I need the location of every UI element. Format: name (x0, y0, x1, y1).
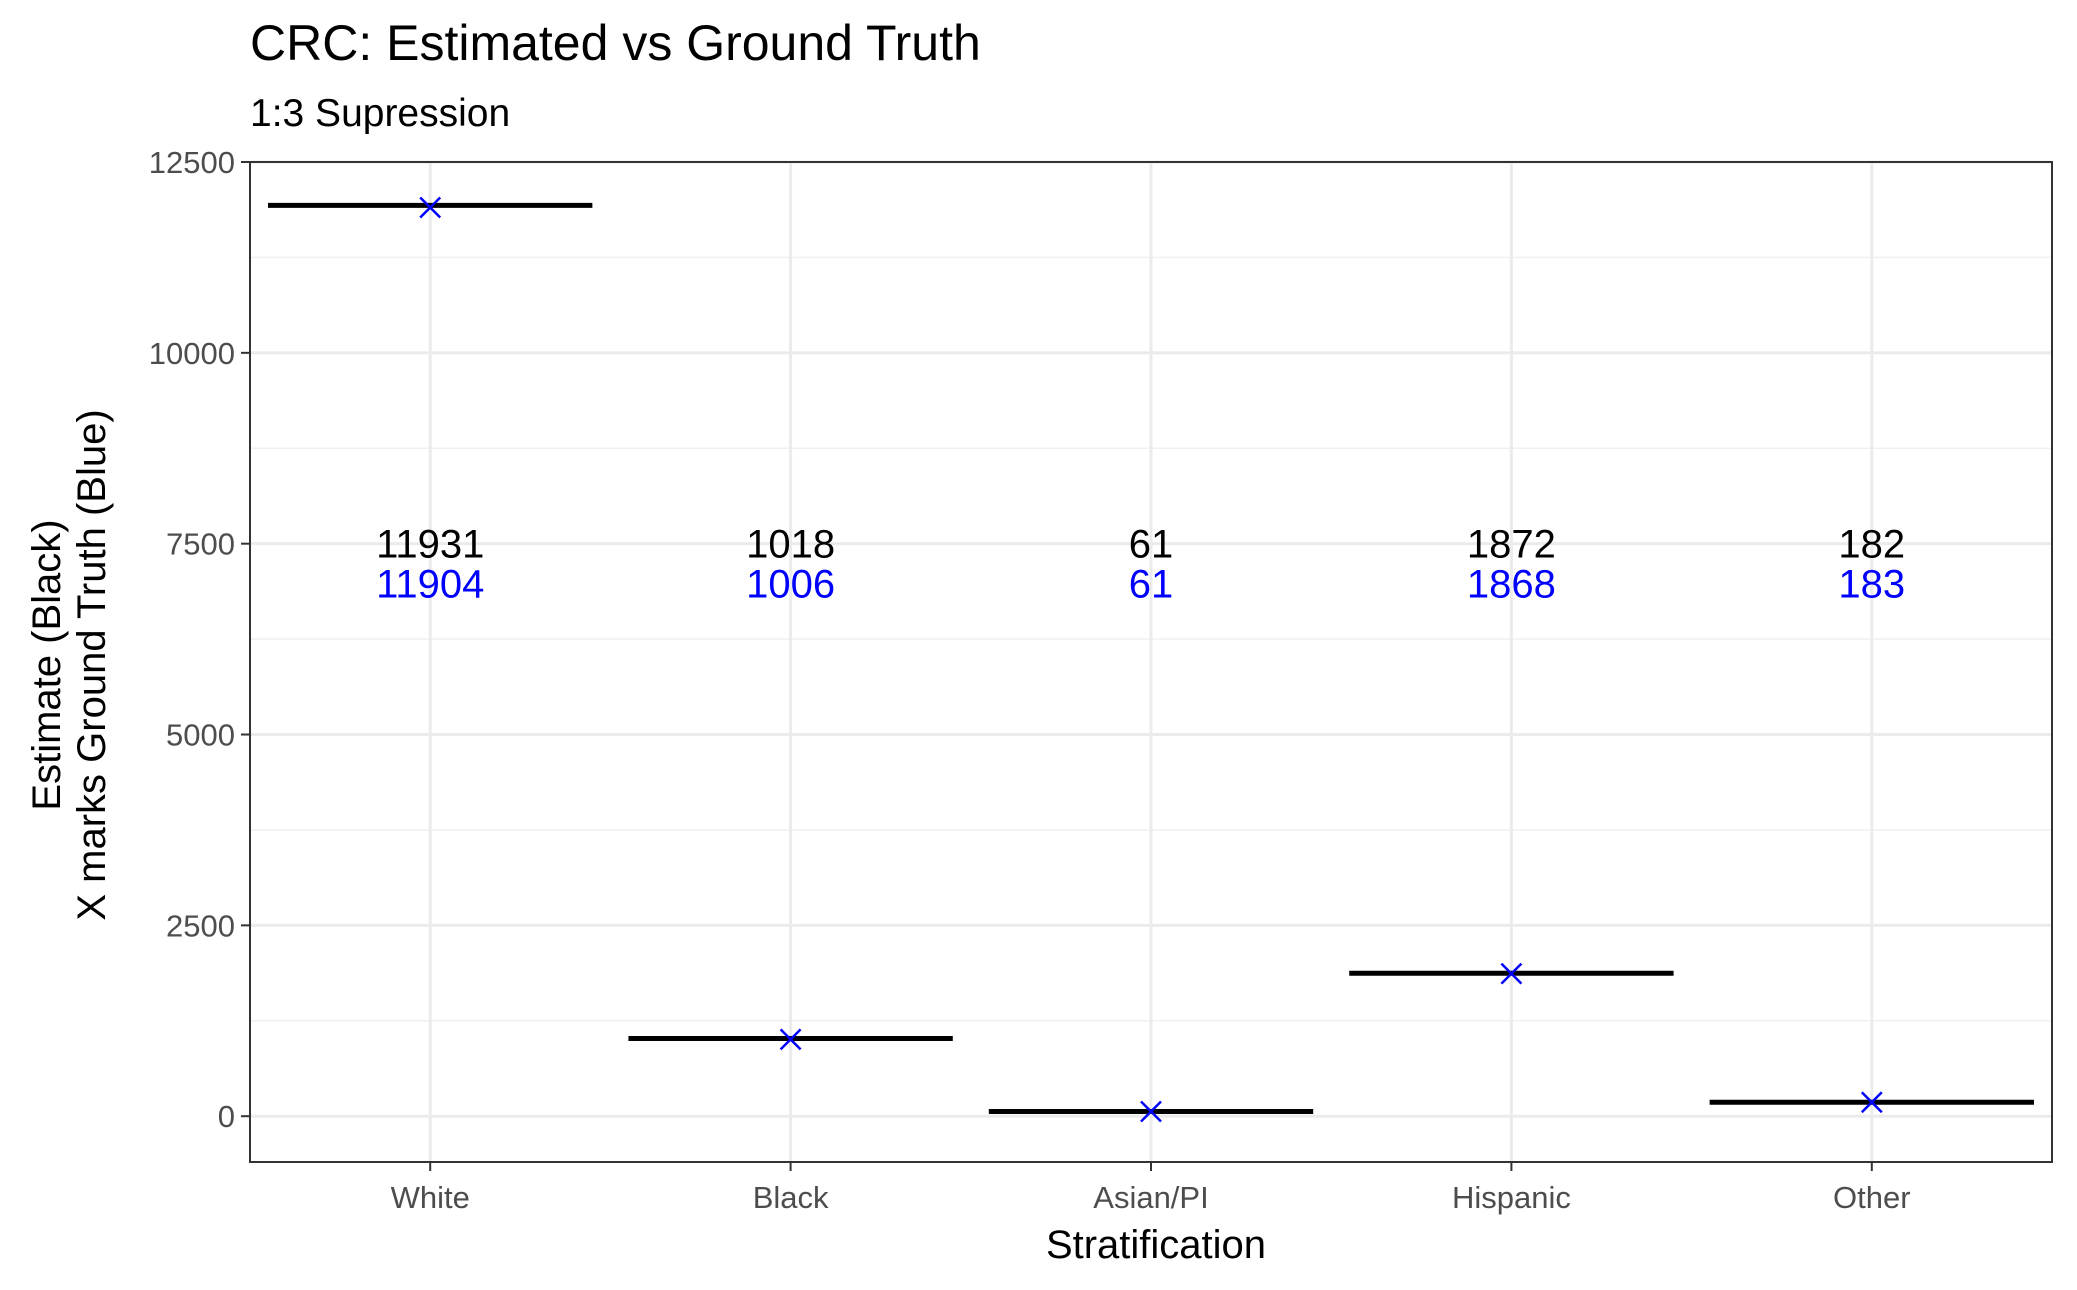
truth-value-label: 1006 (746, 563, 835, 607)
y-tick-label: 0 (218, 1099, 235, 1134)
truth-value-label: 11904 (376, 563, 484, 607)
chart-subtitle: 1:3 Supression (250, 92, 510, 135)
truth-value-label: 183 (1838, 563, 1905, 607)
ground-truth-x-marker (419, 196, 442, 219)
ground-truth-x-stroke (1140, 1100, 1162, 1123)
y-tick-label: 10000 (149, 336, 235, 371)
estimate-value-label: 61 (1129, 523, 1174, 567)
ground-truth-x-marker (1140, 1100, 1162, 1123)
estimate-value-label: 11931 (376, 523, 484, 567)
estimate-value-label: 1018 (746, 523, 835, 567)
y-axis: 0 2500 5000 7500 10000 12500 (149, 145, 250, 1134)
x-axis: White Black Asian/PI Hispanic Other (391, 1162, 1911, 1215)
data-labels: 11931 1018 61 1872 182 11904 1006 61 1868 183 (376, 523, 1905, 607)
y-tick-label: 5000 (166, 718, 235, 753)
estimate-value-label: 182 (1838, 523, 1905, 567)
y-tick-label: 2500 (166, 908, 235, 943)
x-tick-label: Black (753, 1180, 829, 1215)
x-axis-title: Stratification (1046, 1223, 1266, 1267)
chart-title: CRC: Estimated vs Ground Truth (250, 15, 981, 71)
grid-lines (250, 160, 2052, 1162)
ground-truth-x-marker (1860, 1091, 1883, 1114)
y-tick-label: 7500 (166, 527, 235, 562)
y-axis-title-line2: X marks Ground Truth (Blue) (70, 409, 114, 920)
ground-truth-x-marker (1500, 962, 1523, 985)
x-tick-label: Other (1833, 1180, 1911, 1215)
truth-value-label: 1868 (1467, 563, 1556, 607)
truth-value-label: 61 (1129, 563, 1174, 607)
x-tick-label: Hispanic (1452, 1180, 1571, 1215)
ground-truth-x-stroke (1500, 962, 1523, 985)
ground-truth-x-stroke (779, 1028, 802, 1051)
x-tick-label: White (391, 1180, 470, 1215)
ground-truth-x-stroke (419, 196, 442, 219)
chart-marks (268, 196, 2034, 1123)
x-tick-label: Asian/PI (1093, 1180, 1208, 1215)
y-tick-label: 12500 (149, 145, 235, 180)
y-axis-title-line1: Estimate (Black) (25, 519, 69, 810)
ground-truth-x-stroke (1860, 1091, 1883, 1114)
ground-truth-x-marker (779, 1028, 802, 1051)
y-axis-title: Estimate (Black) X marks Ground Truth (B… (25, 409, 114, 920)
estimate-value-label: 1872 (1467, 523, 1556, 567)
